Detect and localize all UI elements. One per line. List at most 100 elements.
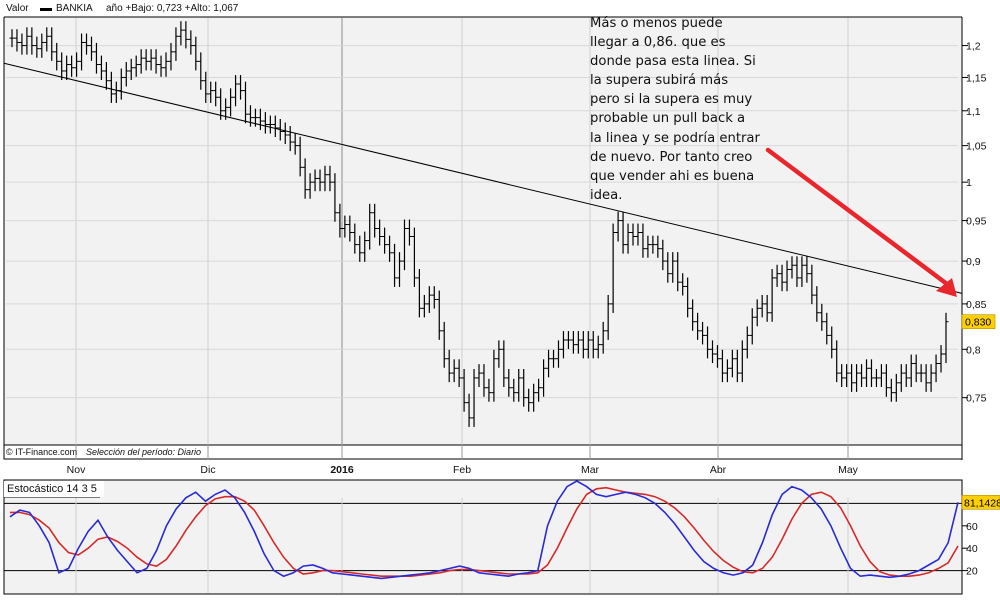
x-tick-label: May <box>838 464 859 476</box>
range-text: año +Bajo: 0,723 +Alto: 1,067 <box>106 3 239 14</box>
y-tick-label: 1,05 <box>966 141 987 153</box>
y-tick-label: 0,95 <box>966 216 987 228</box>
y-tick-label: 1,1 <box>966 106 981 118</box>
price-bar <box>516 369 522 402</box>
price-bar <box>406 219 412 246</box>
stoch-last-marker: 81,1428 <box>961 494 1000 510</box>
price-bar <box>297 136 303 177</box>
price-bar <box>471 369 477 427</box>
price-bar <box>868 359 874 387</box>
arrow-head <box>936 278 957 297</box>
price-bar <box>719 349 725 383</box>
price-bar <box>570 331 576 354</box>
ticker-label: BANKIA <box>56 3 93 14</box>
price-bar <box>541 359 547 397</box>
price-bar <box>148 49 154 71</box>
price-bar <box>178 21 184 46</box>
price-bar <box>218 88 224 120</box>
x-axis: Nov Dic 2016 Feb Mar Abr May <box>67 444 859 476</box>
price-bar <box>655 235 661 258</box>
price-bar <box>724 359 730 383</box>
price-bar <box>238 75 244 100</box>
stoch-panel <box>3 479 963 595</box>
price-bar <box>138 49 144 74</box>
price-bar <box>34 36 40 58</box>
x-tick-label: Dic <box>200 464 215 476</box>
price-bar <box>710 340 715 364</box>
price-bar <box>481 364 487 397</box>
price-bar <box>39 33 45 58</box>
price-bar <box>98 55 104 81</box>
price-bar <box>888 378 894 402</box>
price-bar <box>352 223 358 254</box>
price-bar <box>575 331 581 354</box>
price-bar <box>511 378 517 402</box>
price-bar <box>327 165 333 192</box>
annotation-text: Más o menos puede llegar a 0,86. que es … <box>590 16 760 203</box>
price-bar <box>834 340 840 383</box>
price-bar <box>665 252 671 283</box>
price-bar <box>824 312 830 345</box>
price-bar <box>54 42 60 71</box>
y-tick-label: 1 <box>966 177 972 189</box>
price-bar <box>173 27 179 61</box>
price-bars <box>9 21 949 427</box>
header-value-label: Valor <box>6 3 29 14</box>
period-label: Selección del período: Diario <box>86 447 202 457</box>
price-bar <box>456 359 462 387</box>
vertical-gridlines <box>75 18 849 444</box>
price-bar <box>749 308 755 345</box>
price-bar <box>908 354 914 387</box>
price-bar <box>605 294 611 340</box>
price-bar <box>59 52 65 81</box>
price-bar <box>476 364 482 387</box>
series-swatch <box>40 8 52 11</box>
price-bar <box>292 133 298 155</box>
price-bar <box>819 303 825 331</box>
y-tick-label: 0,85 <box>966 299 987 311</box>
price-bar <box>108 71 114 103</box>
price-bar <box>675 252 681 292</box>
y-tick-label: 1,15 <box>966 72 987 84</box>
price-bar <box>600 321 606 354</box>
price-bar <box>143 49 149 71</box>
price-bar <box>531 383 537 412</box>
price-bar <box>153 49 159 74</box>
price-bar <box>625 223 631 254</box>
price-bar <box>14 29 20 52</box>
price-bar <box>377 219 383 246</box>
price-bar <box>878 364 884 387</box>
price-bar <box>103 62 109 90</box>
price-bar <box>918 364 924 383</box>
price-bar <box>804 256 810 283</box>
price-bar <box>645 235 651 258</box>
price-bar <box>506 369 512 397</box>
price-bar <box>486 378 492 402</box>
price-bar <box>208 81 214 103</box>
x-tick-label: 2016 <box>330 464 354 476</box>
price-bar <box>839 364 845 387</box>
price-bar <box>461 369 467 412</box>
price-bar <box>844 364 850 387</box>
price-bar <box>695 312 701 340</box>
price-bar <box>565 331 571 350</box>
price-bar <box>79 33 85 71</box>
price-bar <box>203 71 209 103</box>
price-bar <box>267 115 273 134</box>
price-bar <box>635 223 641 246</box>
price-bar <box>213 81 219 107</box>
price-bar <box>690 299 696 331</box>
price-bar <box>243 81 248 124</box>
stoch-header-bg <box>4 481 104 497</box>
price-bar <box>560 331 566 359</box>
price-bar <box>193 36 199 71</box>
price-bar <box>903 364 909 387</box>
price-bar <box>799 256 805 287</box>
x-tick-label: Abr <box>710 464 727 476</box>
price-bar <box>128 58 134 81</box>
price-bar <box>247 105 253 127</box>
price-bar <box>312 169 318 192</box>
price-bar <box>382 227 388 254</box>
price-bar <box>168 42 174 71</box>
price-bar <box>610 223 616 313</box>
